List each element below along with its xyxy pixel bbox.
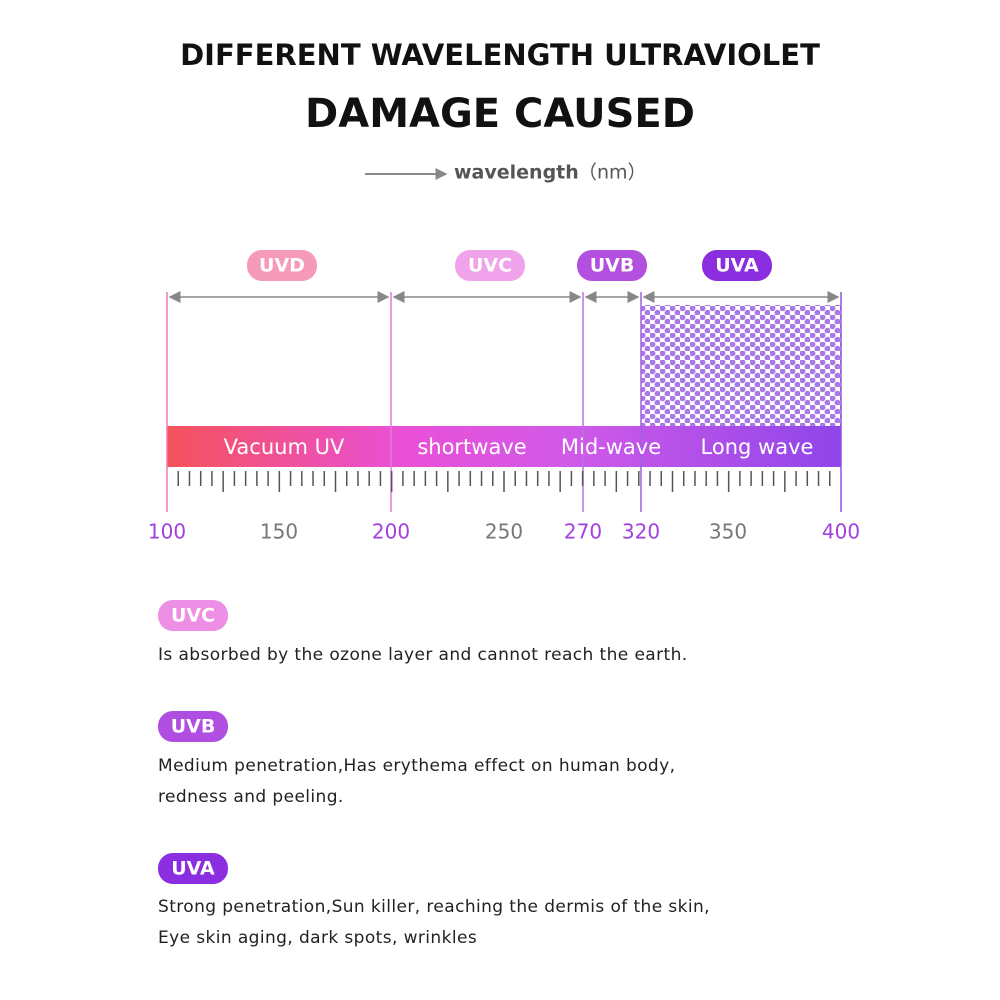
scale-label: 320 (622, 520, 660, 544)
spectrum-bar (167, 426, 841, 467)
note-text: Is absorbed by the ozone layer and canno… (158, 645, 688, 665)
note-pill (158, 711, 228, 742)
scale-label: 100 (148, 520, 186, 544)
axis-label: wavelength (454, 162, 579, 184)
note-pill (158, 853, 228, 884)
axis-unit: （nm） (578, 162, 647, 184)
pill (577, 250, 647, 281)
band-name: Long wave (701, 435, 814, 459)
band-name: shortwave (417, 435, 526, 459)
note-text: redness and peeling. (158, 787, 344, 807)
note-label: UVC (171, 605, 215, 627)
subtitle: DAMAGE CAUSED (305, 91, 695, 137)
title: DIFFERENT WAVELENGTH ULTRAVIOLET (180, 38, 820, 72)
pill (702, 250, 772, 281)
note-label: UVA (171, 858, 215, 880)
scale-label: 150 (260, 520, 298, 544)
note-text: Medium penetration,Has erythema effect o… (158, 756, 675, 776)
note-pill (158, 600, 228, 631)
band-name: Vacuum UV (224, 435, 345, 459)
pill (247, 250, 317, 281)
band-name: Mid-wave (561, 435, 661, 459)
ruler (177, 471, 831, 492)
scale-label: 270 (564, 520, 602, 544)
pill-label: UVB (590, 255, 635, 277)
scale-label: 400 (822, 520, 860, 544)
pill-label: UVA (715, 255, 759, 277)
uva-pattern (641, 305, 841, 426)
scale-label: 350 (709, 520, 747, 544)
pills: UVD UVC UVB UVA (247, 250, 772, 281)
note-text: Eye skin aging, dark spots, wrinkles (158, 928, 477, 948)
note-text: Strong penetration,Sun killer, reaching … (158, 897, 710, 917)
pill (455, 250, 525, 281)
note-label: UVB (171, 716, 216, 738)
pill-label: UVC (468, 255, 512, 277)
scale-label: 250 (485, 520, 523, 544)
scale-label: 200 (372, 520, 410, 544)
pill-label: UVD (259, 255, 305, 277)
